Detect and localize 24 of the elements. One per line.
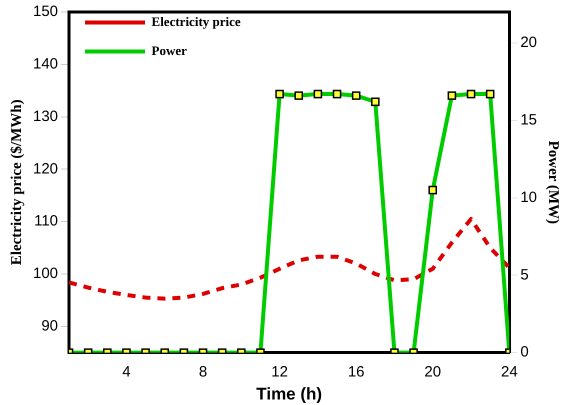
y-tick-label: 150 [32,3,58,20]
y2-tick-label: 10 [520,188,538,206]
x-tick-label: 16 [348,364,365,381]
x-axis-title: Time (h) [256,384,322,404]
line-series [69,216,510,301]
y2-tick-label: 20 [520,34,538,52]
y2-tick-label: 15 [520,112,538,129]
x-tick-label: 24 [500,364,518,381]
legend-label: Power [152,42,188,58]
y-tick-label: 120 [32,160,58,178]
y2-tick-label: 0 [520,344,529,361]
y2-tick-label: 5 [520,266,529,284]
y-tick-label: 90 [41,318,58,335]
x-tick-label: 8 [198,364,208,381]
y-axis-title: Electricity price ($/MWh) [8,99,25,266]
x-tick-label: 12 [271,364,288,381]
legend-label: Electricity price [152,14,241,29]
y-tick-label: 110 [34,212,58,230]
y-tick-label: 100 [32,265,58,282]
y2-axis-title: Power (MW) [545,140,562,224]
y-tick-label: 130 [32,108,58,125]
y-tick-label: 140 [32,56,58,73]
x-tick-label: 4 [122,364,131,381]
x-tick-label: 20 [424,364,442,381]
